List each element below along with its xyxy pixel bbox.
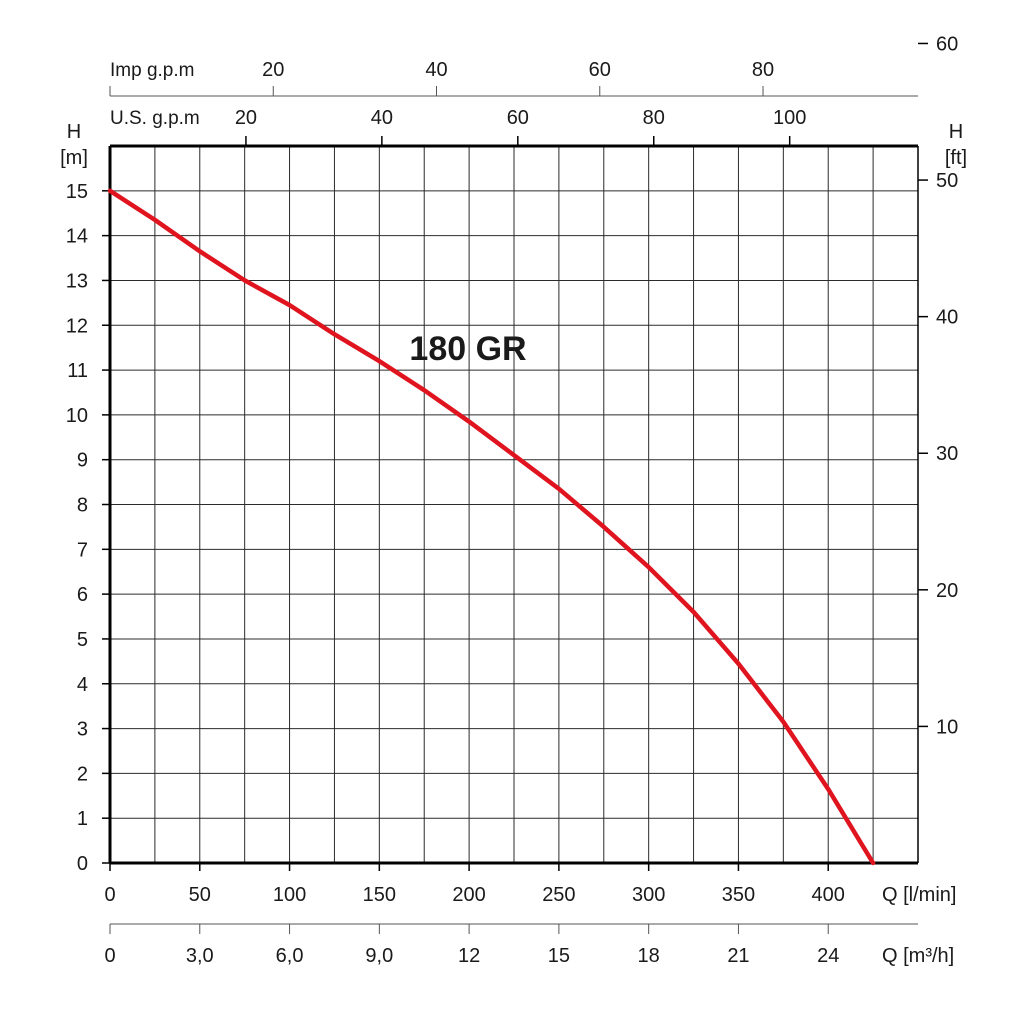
y-left-axis-unit: [m]: [60, 147, 88, 169]
imp-gpm-tick-label: 40: [425, 59, 447, 81]
y-left-tick-label: 1: [77, 808, 88, 830]
y-right-tick-label: 60: [936, 33, 958, 55]
y-left-tick-label: 4: [77, 674, 88, 696]
x-tick-label: 100: [273, 884, 306, 906]
y-left-tick-label: 2: [77, 763, 88, 785]
series-layer: [107, 188, 876, 866]
x-tick-label: 200: [452, 884, 485, 906]
curve-title: 180 GR: [409, 330, 526, 368]
grid-lines: [110, 146, 918, 863]
imp-gpm-tick-label: 60: [589, 59, 611, 81]
m3h-tick-label: 24: [817, 945, 839, 967]
m3h-tick-label: 3,0: [186, 945, 214, 967]
x-tick-label: 50: [189, 884, 211, 906]
imp-gpm-tick-label: 20: [262, 59, 284, 81]
m3h-tick-label: 9,0: [365, 945, 393, 967]
us-gpm-tick-label: 20: [235, 107, 257, 129]
y-left-tick-label: 12: [66, 315, 88, 337]
m3h-tick-label: 21: [727, 945, 749, 967]
m3h-tick-label: 6,0: [276, 945, 304, 967]
y-left-tick-label: 11: [67, 360, 88, 382]
x-tick-label: 0: [104, 884, 115, 906]
y-left-tick-label: 6: [77, 584, 88, 606]
us-gpm-tick-label: 60: [507, 107, 529, 129]
us-gpm-tick-label: 40: [371, 107, 393, 129]
y-left-tick-label: 8: [77, 495, 88, 517]
x-tick-label: 150: [363, 884, 396, 906]
y-left-tick-label: 10: [66, 405, 88, 427]
y-left-tick-label: 5: [77, 629, 88, 651]
y-left-axis-title: H: [67, 121, 81, 143]
y-left-tick-label: 15: [66, 181, 88, 203]
y-left-tick-label: 9: [77, 450, 88, 472]
y-left-tick-label: 0: [77, 853, 88, 875]
us-gpm-tick-label: 100: [773, 107, 806, 129]
m3h-tick-label: 12: [458, 945, 480, 967]
x-axis-label-lmin: Q [l/min]: [882, 884, 956, 906]
y-left-tick-label: 7: [77, 539, 88, 561]
y-left-tick-label: 14: [66, 226, 88, 248]
x-tick-label: 400: [812, 884, 845, 906]
us-gpm-axis-label: U.S. g.p.m: [110, 108, 200, 129]
imp-gpm-axis-label: Imp g.p.m: [110, 60, 194, 81]
y-left-tick-label: 13: [66, 270, 88, 292]
m3h-tick-label: 0: [104, 945, 115, 967]
x-axis-label-m3h: Q [m³/h]: [882, 945, 954, 967]
y-right-tick-label: 10: [936, 716, 958, 738]
y-right-tick-label: 40: [936, 307, 958, 329]
series-line-180-gr: [107, 188, 876, 866]
imp-gpm-tick-label: 80: [752, 59, 774, 81]
m3h-tick-label: 15: [548, 945, 570, 967]
y-right-tick-label: 30: [936, 443, 958, 465]
x-tick-label: 300: [632, 884, 665, 906]
y-right-tick-label: 50: [936, 170, 958, 192]
x-tick-label: 350: [722, 884, 755, 906]
x-tick-label: 250: [542, 884, 575, 906]
m3h-tick-label: 18: [638, 945, 660, 967]
y-right-axis-title: H: [949, 121, 963, 143]
y-right-axis-unit: [ft]: [945, 147, 967, 169]
us-gpm-tick-label: 80: [643, 107, 665, 129]
y-left-tick-label: 3: [77, 719, 88, 741]
y-right-tick-label: 20: [936, 580, 958, 602]
